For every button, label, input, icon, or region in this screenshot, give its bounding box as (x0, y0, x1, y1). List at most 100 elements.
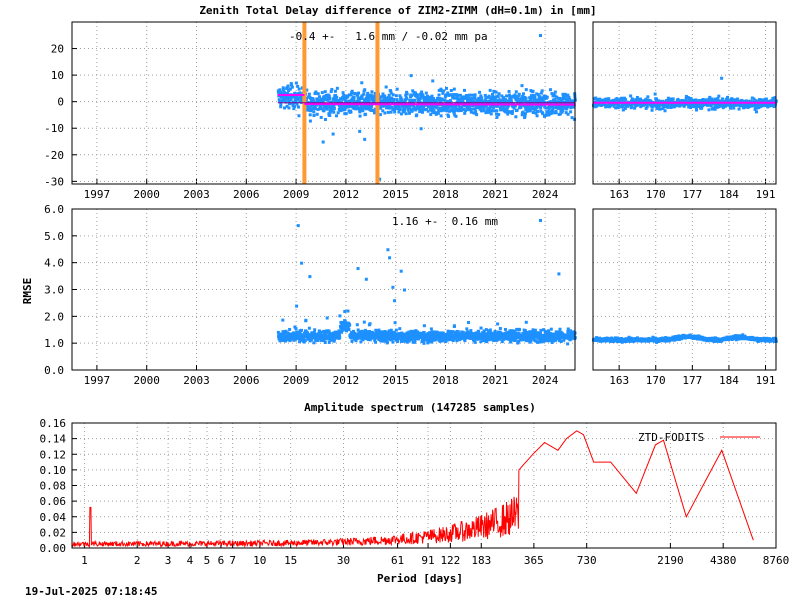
rmse-point (412, 336, 416, 340)
ztd-inset-point (650, 108, 654, 112)
rmse-point (449, 331, 453, 335)
ztd-point (539, 91, 543, 95)
ztd-ytick-label: -20 (44, 149, 64, 162)
rmse-point (481, 339, 485, 343)
ztd-inset-point (635, 96, 639, 100)
ztd-point (290, 83, 294, 87)
ztd-point (436, 111, 440, 115)
ztd-point (449, 93, 453, 97)
ztd-inset-xtick-label: 191 (756, 188, 776, 201)
ztd-point (312, 110, 316, 114)
ztd-point (489, 100, 493, 104)
ztd-point (384, 85, 388, 89)
ztd-point (512, 106, 516, 110)
ztd-inset-point (695, 108, 699, 112)
rmse-point (439, 331, 443, 335)
rmse-point (385, 340, 389, 344)
ztd-ytick-label: 0 (57, 96, 64, 109)
rmse-outlier (557, 272, 561, 276)
ztd-point (286, 84, 290, 88)
ztd-inset-point (663, 109, 667, 113)
ztd-point (287, 89, 291, 93)
rmse-point (469, 329, 473, 333)
ztd-inset-point (645, 105, 649, 109)
ztd-point (344, 105, 348, 109)
ztd-point (401, 100, 405, 104)
ztd-point (544, 106, 548, 110)
ztd-point (539, 106, 543, 110)
rmse-point (570, 331, 574, 335)
ztd-point (360, 94, 364, 98)
ztd-inset-point (701, 104, 705, 108)
ztd-inset-point (658, 107, 662, 111)
ztd-point (465, 106, 469, 110)
rmse-point (367, 334, 371, 338)
rmse-point (550, 340, 554, 344)
spectrum-xtick-label: 61 (391, 554, 404, 567)
ztd-point (347, 105, 351, 109)
ztd-point (486, 106, 490, 110)
ztd-xtick-label: 1997 (84, 188, 111, 201)
ztd-point (334, 94, 338, 98)
ztd-point (420, 90, 424, 94)
rmse-point (555, 332, 559, 336)
rmse-ytick-label: 0.0 (44, 364, 64, 377)
ztd-point (313, 107, 317, 111)
rmse-point (295, 330, 299, 334)
ztd-annotation: -0.4 +- 1.6 mm / -0.02 mm pa (289, 30, 488, 43)
rmse-point (498, 337, 502, 341)
rmse-point (547, 339, 551, 343)
ztd-xtick-label: 2015 (382, 188, 409, 201)
spectrum-xtick-label: 730 (577, 554, 597, 567)
rmse-point (282, 330, 286, 334)
rmse-point (337, 333, 341, 337)
ztd-point (489, 112, 493, 116)
rmse-inset-point (653, 336, 657, 340)
rmse-point (550, 338, 554, 342)
rmse-point (495, 338, 499, 342)
ztd-point (297, 105, 301, 109)
ztd-point (463, 111, 467, 115)
ztd-point (487, 94, 491, 98)
rmse-outlier (295, 304, 299, 308)
ztd-point (473, 93, 477, 97)
rmse-point (312, 341, 316, 345)
ztd-point (475, 113, 479, 117)
ztd-point (554, 111, 558, 115)
ztd-point (390, 105, 394, 109)
ztd-point (428, 105, 432, 109)
ztd-point (320, 107, 324, 111)
ztd-point (519, 99, 523, 103)
ztd-point (524, 108, 528, 112)
ztd-point (478, 90, 482, 94)
ztd-point (391, 93, 395, 97)
ztd-point (529, 107, 533, 111)
ztd-point (369, 93, 373, 97)
ztd-point (343, 98, 347, 102)
ztd-point (325, 107, 329, 111)
rmse-point (524, 320, 528, 324)
ztd-point (298, 100, 302, 104)
rmse-point (284, 339, 288, 343)
rmse-point (416, 337, 420, 341)
ztd-inset-xtick-label: 177 (682, 188, 702, 201)
ztd-point (452, 111, 456, 115)
ztd-inset-point (646, 95, 650, 99)
ztd-point (451, 107, 455, 111)
ztd-point (554, 100, 558, 104)
ztd-point (296, 84, 300, 88)
ztd-point (356, 106, 360, 110)
rmse-inset-point (741, 333, 745, 337)
ztd-point (437, 109, 441, 113)
ztd-inset-point (673, 105, 677, 109)
ztd-point (462, 88, 466, 92)
spectrum-xtick-label: 2190 (657, 554, 684, 567)
ztd-point (320, 91, 324, 95)
rmse-point (405, 340, 409, 344)
ztd-point (502, 105, 506, 109)
rmse-point (381, 336, 385, 340)
ztd-point (527, 104, 531, 108)
ztd-point (416, 96, 420, 100)
rmse-point (293, 325, 297, 329)
ztd-point (351, 104, 355, 108)
